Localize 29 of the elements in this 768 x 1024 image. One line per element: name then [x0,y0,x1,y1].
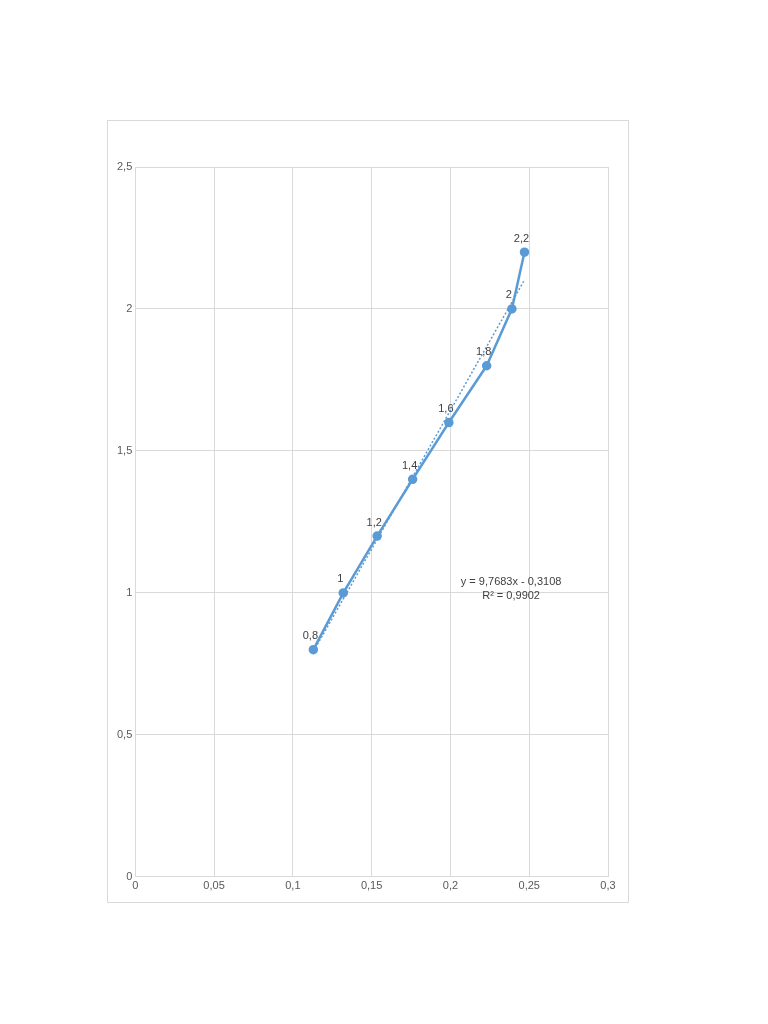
y-tick-label: 1,5 [116,443,133,456]
y-tick-label: 0,5 [116,727,133,740]
point [338,588,349,598]
data-label: 1 [337,572,344,585]
point [481,360,492,371]
point [519,247,530,257]
x-tick-label: 0,25 [518,879,540,892]
x-tick-label: 0,05 [203,879,225,892]
data-label: 0,8 [302,629,318,642]
x-tick-label: 0,2 [442,879,459,892]
point [372,531,382,541]
y-tick-label: 1 [126,585,133,598]
y-tick-label: 2,5 [116,160,133,173]
point [308,644,319,655]
data-label: 1,6 [438,402,454,415]
data-label: 1,2 [366,515,382,528]
data-label: 2,2 [513,231,530,244]
data-label: 1,4 [401,458,418,471]
y-tick-label: 2 [126,301,133,314]
x-tick-label: 0,3 [600,879,616,892]
point [444,417,454,428]
point [507,304,517,314]
data-label: 1,8 [476,345,492,358]
x-tick-label: 0,1 [285,879,301,892]
point [407,474,418,485]
annotation: y = 9,7683x - 0,3108 R² = 0,9902 [460,575,562,602]
x-tick-label: 0,15 [360,879,383,892]
data-label: 2 [505,288,512,301]
y-tick-label: 0 [126,869,133,882]
